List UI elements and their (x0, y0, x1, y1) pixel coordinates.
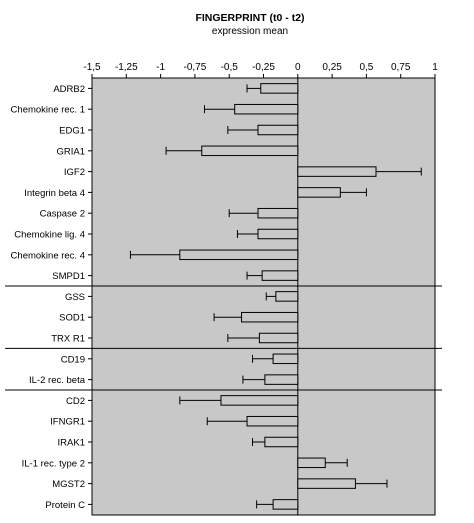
chart-title: FINGERPRINT (t0 - t2) (195, 12, 304, 24)
category-label: GRIA1 (56, 146, 85, 157)
category-labels: ADRB2 Chemokine rec. 1 EDG1 GRIA1 IGF2 Integr… (5, 84, 442, 511)
bar (297, 187, 341, 198)
bar (264, 436, 299, 448)
x-tick-label: -0,25 (252, 62, 275, 73)
category-label: Integrin beta 4 (24, 188, 85, 199)
category-label: IL-1 rec. type 2 (22, 458, 85, 469)
bar (258, 332, 299, 344)
category-label: MGST2 (52, 479, 85, 490)
bar (261, 270, 299, 281)
bar (272, 499, 299, 510)
category-label: Protein C (45, 500, 85, 511)
category-label: IRAK1 (58, 438, 85, 449)
category-label: IGF2 (64, 167, 85, 178)
bar (297, 457, 326, 469)
x-tick-label: -1,25 (115, 62, 138, 73)
x-tick-label: -0,5 (221, 62, 239, 73)
category-label: CD19 (61, 354, 85, 365)
chart-subtitle: expression mean (212, 26, 288, 37)
x-tick-label: -1,5 (83, 62, 101, 73)
bar (275, 291, 299, 302)
bar (179, 249, 299, 261)
bar (260, 83, 299, 94)
category-label: ADRB2 (53, 84, 85, 95)
category-label: SMPD1 (52, 271, 85, 282)
bar (272, 353, 299, 365)
category-label: IL-2 rec. beta (29, 375, 86, 386)
x-tick-label: 0 (295, 62, 301, 73)
plot-area (91, 77, 436, 516)
category-label: TRX R1 (51, 334, 85, 345)
bars (129, 83, 422, 510)
category-label: Chemokine rec. 4 (11, 250, 85, 261)
category-label: Chemokine lig. 4 (14, 230, 85, 241)
bar (257, 207, 299, 219)
category-label: EDG1 (59, 126, 85, 137)
bar (241, 311, 299, 323)
bar (201, 145, 299, 157)
x-tick-label: 0,75 (391, 62, 411, 73)
category-label: IFNGR1 (50, 417, 85, 428)
x-tick-label: 0,5 (359, 62, 373, 73)
bar (234, 103, 299, 115)
category-label: Caspase 2 (40, 209, 85, 220)
bar (257, 124, 299, 136)
category-label: GSS (65, 292, 85, 303)
bar (257, 228, 299, 240)
x-tick-label: 0,25 (322, 62, 342, 73)
bar (220, 395, 299, 406)
bar (297, 166, 377, 177)
x-tick-label: 1 (432, 62, 438, 73)
bar (246, 415, 299, 427)
x-tick-label: -1 (156, 62, 165, 73)
bar (264, 374, 299, 385)
category-label: SOD1 (59, 313, 85, 324)
category-label: CD2 (66, 396, 85, 407)
category-label: Chemokine rec. 1 (11, 105, 85, 116)
bar (297, 478, 356, 489)
x-tick-label: -0,75 (184, 62, 207, 73)
